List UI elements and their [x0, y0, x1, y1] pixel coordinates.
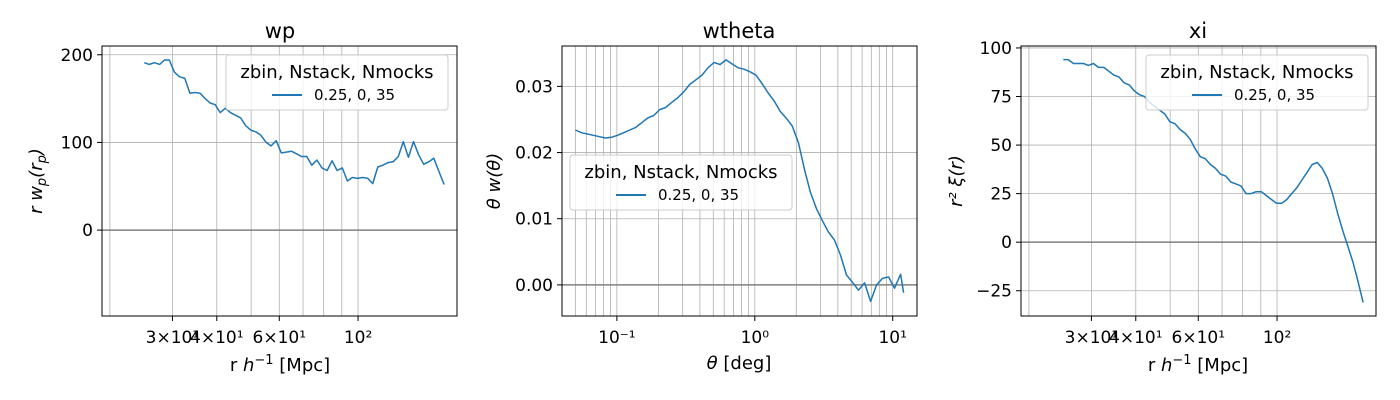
wtheta-legend-box [569, 154, 793, 211]
wtheta-x-tick-label: 10¹ [878, 328, 906, 348]
wtheta-legend-title: zbin, Nstack, Nmocks [584, 162, 777, 183]
wp-series-layer [102, 59, 457, 231]
wp-legend: zbin, Nstack, Nmocks 0.25, 0, 35 [225, 54, 449, 111]
wtheta-y-axis-label: θ w(θ) [484, 153, 505, 210]
wtheta-y-tick-label: 0.02 [515, 144, 553, 164]
wp-legend-entry: 0.25, 0, 35 [314, 86, 395, 104]
wtheta-series-layer [562, 59, 917, 303]
wtheta-series-line [575, 59, 905, 303]
wp-x-tick-label: 6×10¹ [253, 328, 307, 348]
wp-series-line [144, 59, 445, 185]
wtheta-y-tick-label: 0.00 [515, 276, 553, 296]
wp-title: wp [265, 19, 296, 43]
wtheta-ticks: 0.00 0.01 0.02 0.03 10⁻¹ 10⁰ 10¹ [515, 77, 907, 348]
xi-x-tick-label: 4×10¹ [1109, 328, 1163, 348]
wtheta-y-tick-label: 0.03 [515, 77, 553, 97]
xi-y-tick-label: −25 [976, 282, 1012, 302]
xi-y-tick-label: 75 [990, 88, 1012, 108]
wtheta-panel: wtheta 0.00 0.01 0.02 0.03 10⁻¹ 10⁰ 10¹ θ w(θ)… [484, 19, 918, 374]
wp-y-tick-label: 0 [82, 221, 93, 241]
wtheta-title: wtheta [703, 19, 776, 43]
xi-title: xi [1189, 19, 1207, 43]
wp-y-tick-label: 100 [61, 133, 93, 153]
wp-y-tick-label: 200 [61, 46, 93, 66]
xi-y-tick-label: 50 [990, 136, 1012, 156]
xi-legend-entry: 0.25, 0, 35 [1234, 86, 1315, 104]
xi-y-tick-label: 0 [1001, 233, 1012, 253]
wp-x-axis-label: r h−1 [Mpc] [230, 353, 330, 376]
wp-legend-box [225, 54, 449, 111]
xi-y-tick-label: 100 [980, 39, 1012, 59]
wp-y-axis-label: r wp(rp) [26, 148, 50, 214]
xi-y-axis-label: r² ξ(r) [946, 155, 967, 207]
xi-series-line [1063, 58, 1364, 303]
wtheta-x-tick-label: 10⁻¹ [598, 328, 635, 348]
wtheta-legend-entry: 0.25, 0, 35 [658, 186, 739, 204]
xi-legend: zbin, Nstack, Nmocks 0.25, 0, 35 [1145, 54, 1369, 111]
wp-x-tick-label: 3×10¹ [146, 328, 200, 348]
xi-legend-title: zbin, Nstack, Nmocks [1160, 62, 1353, 83]
wtheta-x-tick-label: 10⁰ [741, 328, 770, 348]
wp-legend-title: zbin, Nstack, Nmocks [240, 62, 433, 83]
xi-x-axis-label: r h−1 [Mpc] [1148, 353, 1248, 376]
xi-series-layer [1021, 58, 1376, 303]
wp-x-tick-label: 4×10¹ [190, 328, 244, 348]
wtheta-legend: zbin, Nstack, Nmocks 0.25, 0, 35 [569, 154, 793, 211]
wtheta-axes-frame [561, 45, 918, 317]
xi-x-tick-label: 3×10¹ [1065, 328, 1119, 348]
wtheta-y-tick-label: 0.01 [515, 210, 553, 230]
xi-y-tick-label: 25 [990, 185, 1012, 205]
wtheta-x-axis-label: θ [deg] [707, 353, 772, 374]
xi-x-tick-label: 10² [1263, 328, 1291, 348]
xi-legend-box [1145, 54, 1369, 111]
wp-x-tick-label: 10² [344, 328, 372, 348]
xi-x-tick-label: 6×10¹ [1172, 328, 1226, 348]
